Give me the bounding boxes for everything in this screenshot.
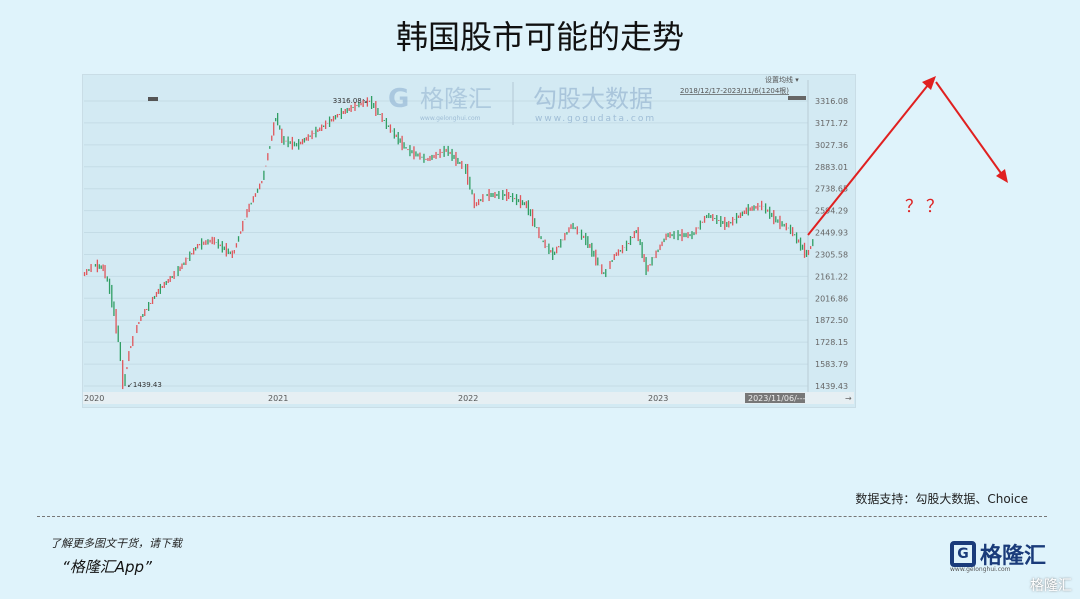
y-tick-label: 1728.15 xyxy=(815,338,848,347)
watermark: 格隆汇 xyxy=(1030,578,1072,594)
marker xyxy=(148,97,158,101)
forecast-up-arrow xyxy=(807,79,933,236)
watermark-g-icon: G xyxy=(388,84,409,114)
y-tick-label: 2594.29 xyxy=(815,207,848,216)
question-marks: ？？ xyxy=(905,197,947,217)
y-tick-label: 2016.86 xyxy=(815,294,848,303)
x-tick-label: 2020 xyxy=(84,394,104,403)
y-tick-label: 1583.79 xyxy=(815,360,848,369)
download-hint: 了解更多图文干货，请下载 xyxy=(50,537,182,550)
arrow-head-down-icon xyxy=(996,169,1008,183)
y-tick-label: 2738.65 xyxy=(815,185,848,194)
y-tick-label: 3027.36 xyxy=(815,141,848,150)
logo-text: 格隆汇 xyxy=(980,544,1047,569)
x-tick-label: 2022 xyxy=(458,394,478,403)
divider xyxy=(37,516,1047,517)
watermark-data: 勾股大数据 xyxy=(533,85,653,113)
stock-chart[interactable] xyxy=(82,74,856,408)
forecast-down-arrow xyxy=(935,81,1004,177)
logo-g-icon: G xyxy=(950,541,976,567)
scale-marker xyxy=(788,96,806,100)
current-date-label: 2023/11/06/--- xyxy=(748,394,806,403)
y-tick-label: 3316.08 xyxy=(815,97,848,106)
watermark-data-url: www.gogudata.com xyxy=(535,114,656,124)
data-source: 数据支持：勾股大数据、Choice xyxy=(855,492,1028,506)
y-tick-label: 2305.58 xyxy=(815,250,848,259)
min-price-label: ↙1439.43 xyxy=(127,381,162,389)
date-range-label: 2018/12/17-2023/11/6(1204根) xyxy=(680,86,789,95)
y-tick-label: 2161.22 xyxy=(815,272,848,281)
arrow-head-up-icon xyxy=(922,76,936,90)
watermark-brand-url: www.gelonghui.com xyxy=(420,115,481,122)
ma-setting-label: 设置均线 ▾ xyxy=(765,75,799,84)
logo-url: www.gelonghui.com xyxy=(950,566,1011,573)
y-tick-label: 2883.01 xyxy=(815,163,848,172)
max-price-label: 3316.08↘ xyxy=(333,97,368,105)
app-name: “格隆汇App” xyxy=(62,558,152,576)
scroll-arrow-icon: → xyxy=(845,394,852,403)
brand-logo: G 格隆汇 www.gelonghui.com xyxy=(950,538,1047,573)
watermark-brand: 格隆汇 xyxy=(420,85,492,113)
y-tick-label: 1439.43 xyxy=(815,382,848,391)
y-tick-label: 2449.93 xyxy=(815,229,848,238)
x-tick-label: 2023 xyxy=(648,394,668,403)
y-tick-label: 1872.50 xyxy=(815,316,848,325)
y-tick-label: 3171.72 xyxy=(815,119,848,128)
page-title: 韩国股市可能的走势 xyxy=(395,18,684,56)
x-axis-bar xyxy=(83,392,854,404)
x-tick-label: 2021 xyxy=(268,394,288,403)
current-date-box xyxy=(745,393,805,403)
